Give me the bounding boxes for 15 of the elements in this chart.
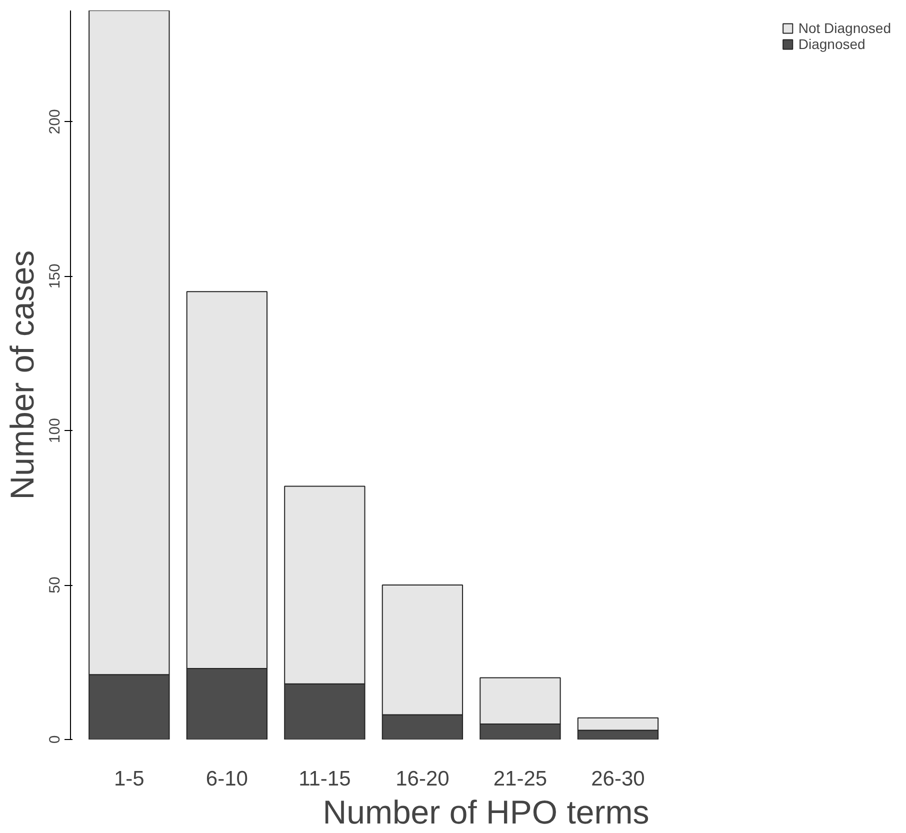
legend-label: Diagnosed (798, 36, 866, 52)
legend-label: Not Diagnosed (798, 20, 891, 36)
y-tick-label: 50 (46, 576, 64, 594)
x-tick-label: 1-5 (114, 768, 144, 790)
x-axis-title: Number of HPO terms (322, 794, 650, 830)
x-tick-label: 21-25 (493, 768, 548, 790)
x-tick-label: 11-15 (298, 768, 351, 790)
x-tick-label: 26-30 (591, 768, 645, 790)
y-tick-label: 100 (46, 418, 64, 444)
y-axis-title: Number of cases (4, 250, 40, 500)
y-tick-label: 0 (46, 735, 64, 744)
y-tick-label: 150 (46, 264, 64, 289)
x-tick-label: 16-20 (396, 768, 450, 790)
x-tick-label: 6-10 (206, 768, 248, 790)
y-tick-label: 200 (46, 109, 64, 134)
